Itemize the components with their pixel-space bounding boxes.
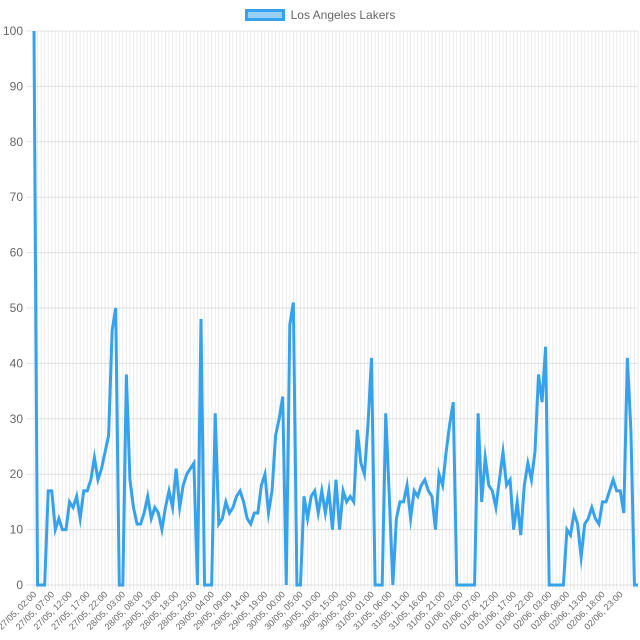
y-tick-label: 70 <box>10 190 24 204</box>
legend-swatch <box>244 9 285 21</box>
y-tick-label: 10 <box>10 523 24 537</box>
y-tick-label: 60 <box>10 246 24 260</box>
y-tick-label: 80 <box>10 135 24 149</box>
y-tick-label: 50 <box>10 301 24 315</box>
y-tick-label: 100 <box>3 24 23 38</box>
y-tick-label: 30 <box>10 412 24 426</box>
y-tick-label: 20 <box>10 467 24 481</box>
y-tick-label: 40 <box>10 356 24 370</box>
legend-label: Los Angeles Lakers <box>290 8 396 22</box>
legend[interactable]: Los Angeles Lakers <box>0 6 640 24</box>
y-tick-label: 90 <box>10 79 24 93</box>
y-tick-label: 0 <box>16 578 23 592</box>
series-line-los-angeles-lakers <box>32 30 638 587</box>
